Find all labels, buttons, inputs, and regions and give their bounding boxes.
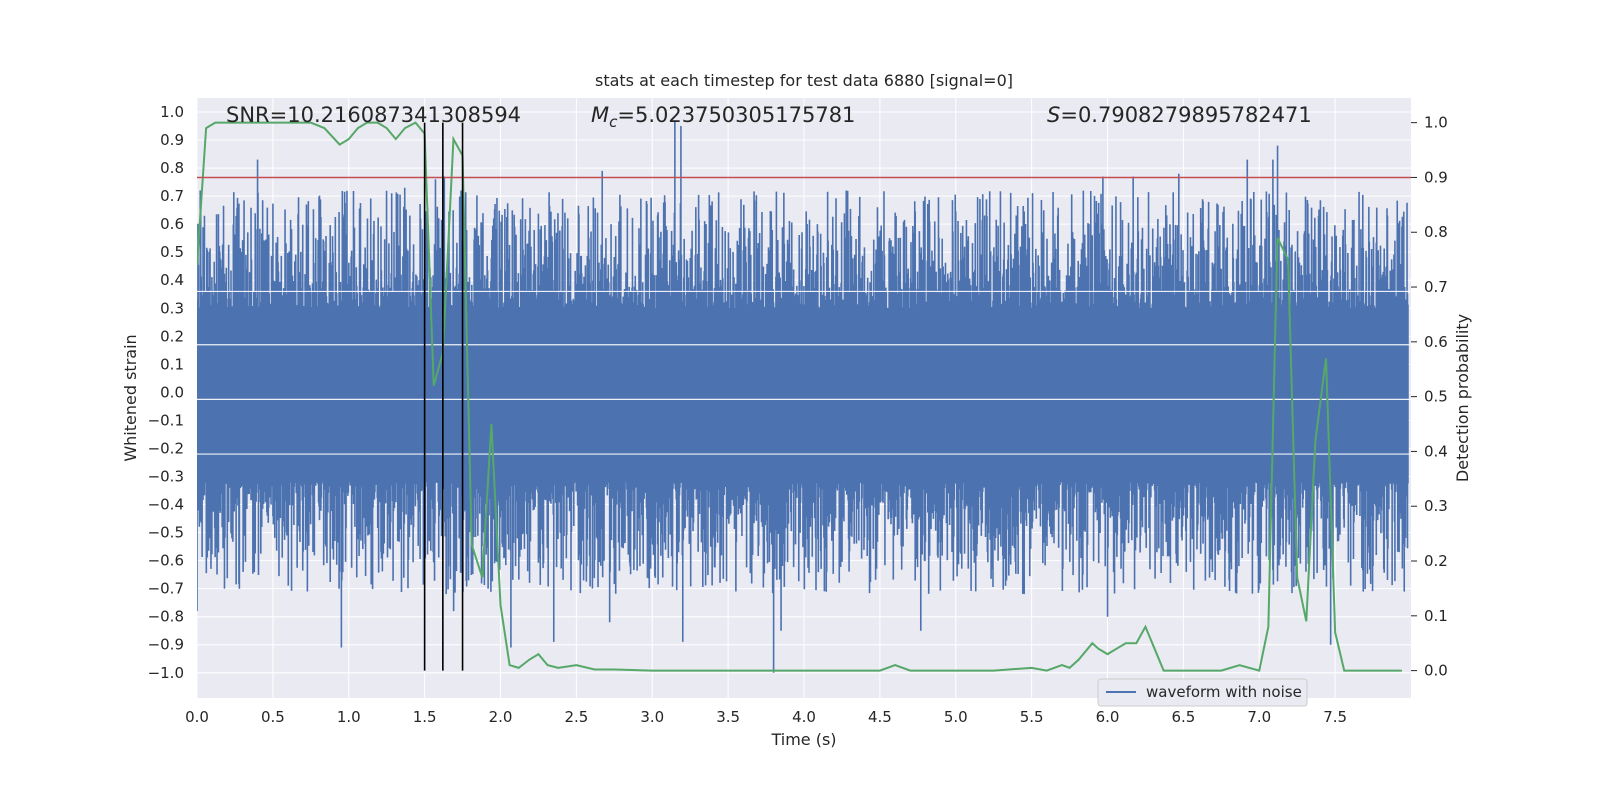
y-right-tick-label: 0.0 [1424, 662, 1448, 680]
chart-title: stats at each timestep for test data 688… [595, 71, 1013, 90]
y-right-axis-ticks: 1.0 0.9 0.8 0.7 0.6 0.5 0.4 0.3 0.2 0.1 0.0 [1411, 114, 1448, 680]
x-tick-label: 4.5 [868, 708, 892, 726]
y-left-tick-label: −0.6 [148, 552, 184, 570]
x-tick-label: 5.0 [944, 708, 968, 726]
y-left-tick-label: 0.6 [160, 215, 184, 233]
s-symbol: S [1047, 103, 1060, 127]
x-axis-ticks: 0.0 0.5 1.0 1.5 2.0 2.5 3.0 3.5 4.0 4.5 5.0 5.5 6.0 6… [185, 708, 1347, 726]
mc-value: =5.023750305175781 [617, 103, 855, 127]
y-right-tick-label: 0.4 [1424, 442, 1448, 460]
x-tick-label: 0.0 [185, 708, 209, 726]
s-annotation: S=0.7908279895782471 [1047, 103, 1312, 127]
y-left-tick-label: 0.5 [160, 243, 184, 261]
legend-box [1097, 678, 1308, 707]
y-left-tick-label: 0.0 [160, 383, 184, 401]
y-left-tick-label: 0.4 [160, 271, 184, 289]
y-left-tick-label: 0.8 [160, 159, 184, 177]
s-value: =0.7908279895782471 [1060, 103, 1311, 127]
y-left-tick-label: −0.5 [148, 524, 184, 542]
y-left-tick-label: 0.2 [160, 327, 184, 345]
probability-series [197, 121, 1402, 672]
x-tick-label: 0.5 [261, 708, 285, 726]
y-right-tick-label: 0.2 [1424, 552, 1448, 570]
x-tick-label: 1.0 [337, 708, 361, 726]
mc-symbol: M [591, 103, 609, 127]
y-left-tick-label: −0.3 [148, 468, 184, 486]
mc-subscript: c [609, 113, 618, 131]
probability-line [197, 121, 1402, 672]
strain-series [197, 120, 1411, 673]
y-left-tick-label: −0.9 [148, 636, 184, 654]
x-tick-label: 4.0 [792, 708, 816, 726]
y-left-tick-label: −0.7 [148, 580, 184, 598]
y-left-tick-label: 0.1 [160, 355, 184, 373]
markers [197, 122, 1411, 671]
x-tick-label: 5.5 [1020, 708, 1044, 726]
y-left-axis-ticks: 1.0 0.9 0.8 0.7 0.6 0.5 0.4 0.3 0.2 0.1 0.0 −0.1 −0.… [148, 103, 184, 682]
y-left-tick-label: 1.0 [160, 103, 184, 121]
legend: waveform with noise [1097, 678, 1308, 707]
y-left-tick-label: 0.3 [160, 299, 184, 317]
x-tick-label: 7.0 [1247, 708, 1271, 726]
y-left-tick-label: −1.0 [148, 664, 184, 682]
mc-annotation: Mc=5.023750305175781 [591, 103, 855, 131]
x-tick-label: 6.5 [1171, 708, 1195, 726]
y-right-tick-label: 0.8 [1424, 223, 1448, 241]
x-tick-label: 6.0 [1096, 708, 1120, 726]
y-right-tick-label: 0.9 [1424, 168, 1448, 186]
y-left-tick-label: −0.1 [148, 411, 184, 429]
y-right-tick-label: 1.0 [1424, 114, 1448, 132]
y-right-tick-label: 0.5 [1424, 388, 1448, 406]
y-right-tick-label: 0.7 [1424, 278, 1448, 296]
y-left-axis-label: Whitened strain [121, 334, 140, 461]
x-tick-label: 2.0 [489, 708, 513, 726]
y-left-tick-label: −0.8 [148, 608, 184, 626]
x-tick-label: 3.0 [640, 708, 664, 726]
x-tick-label: 7.5 [1323, 708, 1347, 726]
x-axis-label: Time (s) [770, 730, 836, 749]
y-left-tick-label: 0.7 [160, 187, 184, 205]
y-left-tick-label: 0.9 [160, 131, 184, 149]
y-left-tick-label: −0.4 [148, 496, 184, 514]
x-tick-label: 1.5 [413, 708, 437, 726]
x-tick-label: 3.5 [716, 708, 740, 726]
snr-annotation: SNR=10.216087341308594 [226, 103, 521, 127]
x-tick-label: 2.5 [564, 708, 588, 726]
y-right-tick-label: 0.3 [1424, 497, 1448, 515]
legend-label: waveform with noise [1146, 683, 1302, 701]
y-left-tick-label: −0.2 [148, 439, 184, 457]
y-right-axis-label: Detection probability [1453, 314, 1472, 482]
y-right-tick-label: 0.6 [1424, 333, 1448, 351]
y-right-tick-label: 0.1 [1424, 607, 1448, 625]
